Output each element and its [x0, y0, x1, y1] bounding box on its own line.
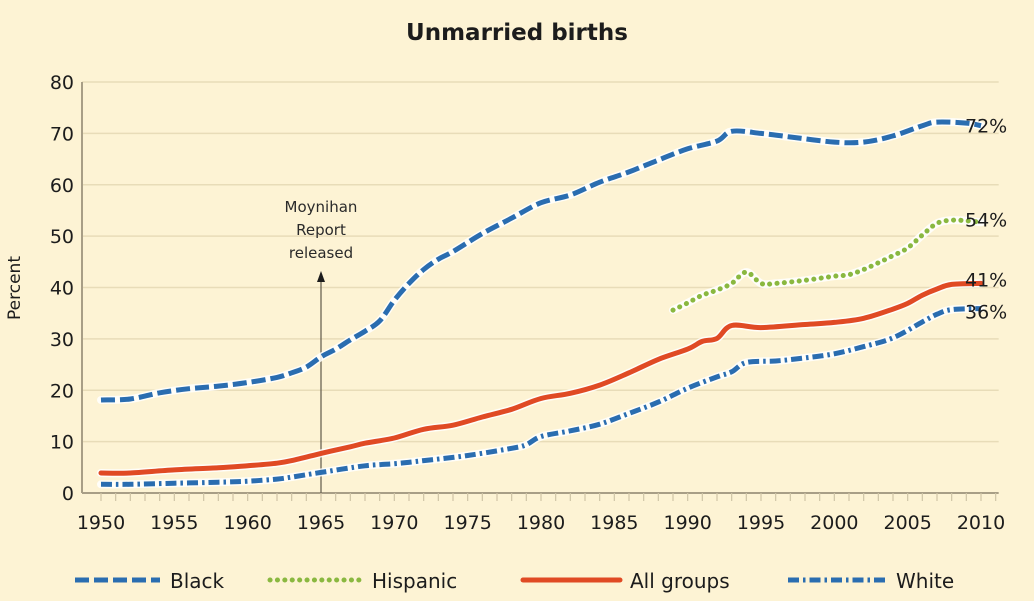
series-halo: [97, 279, 985, 478]
x-tick-label: 1985: [590, 512, 638, 534]
y-tick-label: 40: [50, 278, 74, 300]
legend-item-white: White: [788, 569, 954, 593]
x-tick-label: 1950: [77, 512, 125, 534]
x-tick-label: 1965: [297, 512, 345, 534]
end-label-black: 72%: [965, 116, 1007, 138]
y-tick-label: 10: [50, 432, 74, 454]
annotation-text: Report: [296, 221, 346, 239]
x-tick-label: 1995: [737, 512, 785, 534]
legend-label-all-groups: All groups: [630, 569, 730, 593]
x-tick-label: 1955: [150, 512, 198, 534]
series-hispanic: [669, 216, 985, 315]
series-line-black: [100, 119, 982, 403]
series-halo: [669, 216, 985, 315]
x-tick-label: 2010: [957, 512, 1005, 534]
legend-item-all-groups: All groups: [520, 569, 730, 593]
series-halo: [97, 117, 985, 404]
end-label-white: 36%: [965, 302, 1007, 324]
legend-item-hispanic: Hispanic: [267, 569, 457, 593]
legend-label-white: White: [896, 569, 954, 593]
legend-label-black: Black: [170, 569, 225, 593]
legend-label-hispanic: Hispanic: [372, 569, 457, 593]
y-tick-label: 70: [50, 123, 74, 145]
y-axis-label: Percent: [5, 256, 25, 320]
end-label-hispanic: 54%: [965, 209, 1007, 231]
x-tick-label: 1990: [663, 512, 711, 534]
series-line-hispanic: [670, 217, 984, 313]
gridlines: [82, 81, 999, 443]
y-tick-label: 20: [50, 380, 74, 402]
arrow-up-icon: [317, 271, 325, 282]
y-tick-label: 80: [50, 72, 74, 94]
series-line-all-groups: [98, 280, 984, 476]
x-tick-label: 2005: [883, 512, 931, 534]
y-tick-label: 30: [50, 329, 74, 351]
end-label-all-groups: 41%: [965, 269, 1007, 291]
series-lines: [97, 117, 985, 489]
end-labels: 72% 54% 41% 36%: [965, 116, 1007, 324]
annotation-text: Moynihan: [285, 198, 358, 216]
y-tick-label: 0: [62, 483, 74, 505]
x-tick-label: 1960: [223, 512, 271, 534]
chart-title: Unmarried births: [406, 20, 628, 46]
legend: Black Hispanic All groups White: [75, 569, 954, 593]
series-line-white: [100, 306, 982, 487]
y-tick-label: 60: [50, 175, 74, 197]
legend-item-black: Black: [75, 569, 225, 593]
x-tick-label: 1970: [370, 512, 418, 534]
series-black: [97, 117, 985, 404]
x-tick-label: 2000: [810, 512, 858, 534]
annotation-text: released: [289, 244, 353, 262]
x-tick-label: 1975: [443, 512, 491, 534]
y-tick-label: 50: [50, 226, 74, 248]
series-all-groups: [97, 279, 985, 478]
x-tick-label: 1980: [517, 512, 565, 534]
axes: 0 10 20 30 40 50 60 70 80 1950 1955 1960 1965 1970 197…: [50, 72, 1005, 534]
series-white: [97, 304, 985, 489]
